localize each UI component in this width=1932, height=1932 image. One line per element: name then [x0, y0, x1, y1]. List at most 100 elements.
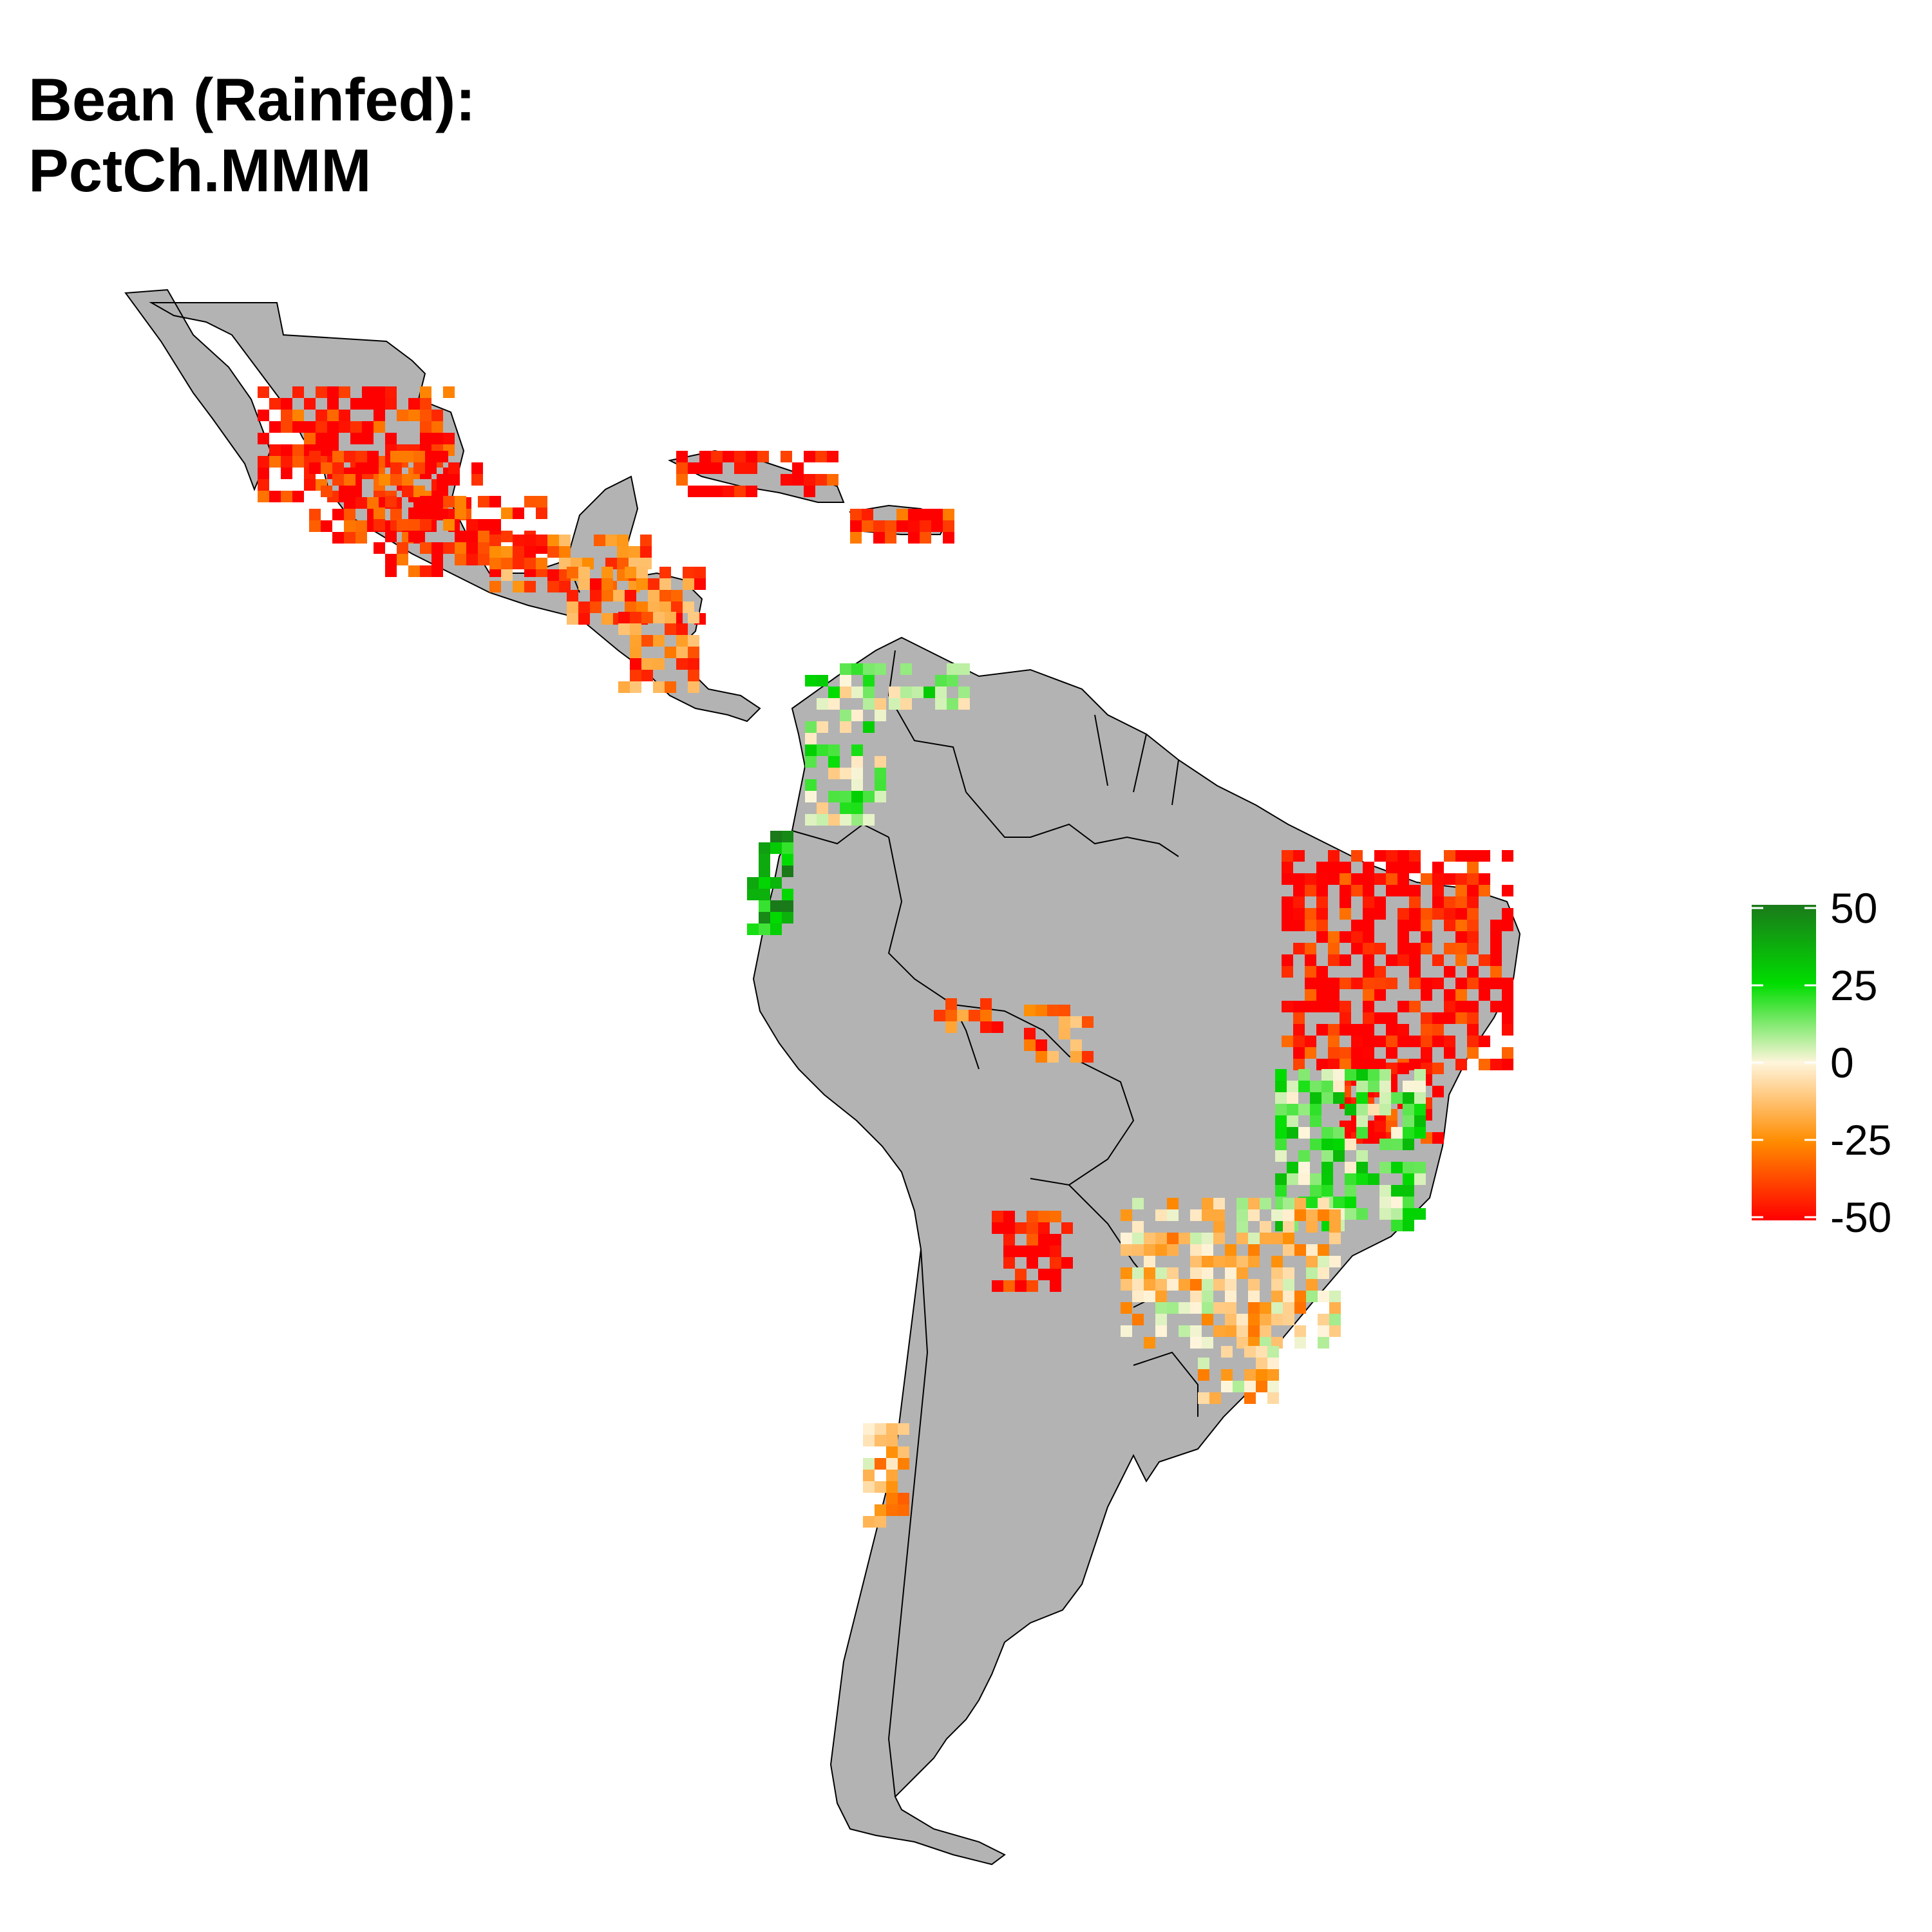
data-cell [1321, 1185, 1333, 1197]
data-cell [1190, 1279, 1202, 1291]
data-cell [1333, 1139, 1345, 1150]
data-cell [1316, 896, 1328, 908]
data-cell [344, 520, 355, 532]
data-cell [815, 451, 827, 462]
data-cell [420, 421, 431, 433]
data-cell [1282, 954, 1293, 966]
data-cell [1386, 1024, 1397, 1036]
data-cell [1421, 1036, 1432, 1047]
data-cell [747, 923, 759, 935]
data-cell [1293, 885, 1305, 896]
data-cell [1333, 1081, 1345, 1092]
data-cell [1038, 1269, 1050, 1280]
data-cell [815, 474, 827, 486]
data-cell [688, 658, 699, 670]
data-cell [1260, 1233, 1271, 1244]
data-cell [1248, 1233, 1260, 1244]
data-cell [759, 854, 770, 866]
data-cell [630, 635, 641, 647]
data-cell [659, 567, 671, 578]
data-cell [1275, 1081, 1287, 1092]
data-cell [1209, 1392, 1221, 1404]
data-cell [1027, 1280, 1038, 1292]
data-cell [886, 1493, 898, 1504]
data-cell [1351, 1036, 1363, 1047]
data-cell [747, 889, 759, 900]
data-cell [1397, 1036, 1409, 1047]
data-cell [281, 421, 292, 433]
data-cell [355, 532, 367, 544]
data-cell [1198, 1358, 1209, 1369]
data-cell [304, 398, 316, 410]
data-cell [332, 462, 344, 474]
data-cell [1271, 1302, 1283, 1314]
data-cell [1167, 1279, 1179, 1291]
data-cell [1345, 1104, 1356, 1115]
data-cell [862, 520, 873, 532]
legend-tick-label: 0 [1830, 1039, 1854, 1086]
data-cell [747, 877, 759, 889]
data-cell [688, 462, 699, 474]
data-cell [863, 687, 875, 698]
data-cell [1282, 920, 1293, 931]
data-cell [1244, 1392, 1256, 1404]
data-cell [1414, 1081, 1426, 1092]
data-cell [1340, 1059, 1351, 1070]
data-cell [1213, 1198, 1225, 1209]
data-cell [840, 802, 851, 814]
data-cell [1202, 1256, 1213, 1267]
data-cell [828, 687, 840, 698]
data-cell [969, 1010, 980, 1021]
data-cell [1036, 1051, 1047, 1063]
data-cell [258, 468, 269, 479]
data-cell [355, 497, 367, 509]
data-cell [578, 578, 590, 590]
data-cell [1282, 966, 1293, 978]
data-cell [350, 398, 362, 410]
data-cell [1271, 1337, 1283, 1349]
data-cell [1050, 1245, 1061, 1257]
data-cell [1190, 1256, 1202, 1267]
data-cell [1391, 1162, 1403, 1173]
data-cell [1363, 989, 1374, 1001]
data-cell [269, 456, 281, 468]
data-cell [327, 421, 339, 433]
data-cell [947, 698, 958, 710]
data-cell [269, 421, 281, 433]
data-cell [1321, 1173, 1333, 1185]
border-guianas [1094, 714, 1179, 806]
data-cell [327, 398, 339, 410]
data-cell [501, 558, 513, 569]
data-cell [1414, 1115, 1426, 1127]
data-cell [723, 451, 734, 462]
data-cell [1432, 1086, 1444, 1097]
data-cell [385, 433, 397, 444]
data-cell [782, 831, 793, 842]
data-cell [945, 998, 957, 1010]
data-cell [455, 531, 466, 542]
data-cell [1403, 1197, 1414, 1208]
data-cell [1167, 1302, 1179, 1314]
data-cell [1190, 1244, 1202, 1256]
data-cell [1287, 1092, 1298, 1104]
data-cell [1316, 989, 1328, 1001]
data-cell [478, 496, 489, 507]
data-cell [1479, 978, 1490, 989]
data-cell [536, 535, 547, 546]
data-cell [1409, 908, 1421, 920]
data-cell [1275, 1185, 1287, 1197]
data-cell [443, 496, 455, 507]
data-cell [817, 698, 828, 710]
data-cell [1225, 1244, 1236, 1256]
data-cell [1386, 885, 1397, 896]
data-cell [1409, 920, 1421, 931]
data-cell [1287, 1162, 1298, 1173]
data-cell [1132, 1221, 1144, 1233]
data-cell [659, 590, 671, 601]
data-cell [1298, 1127, 1310, 1139]
data-cell [501, 546, 513, 558]
data-cell [1467, 1047, 1479, 1059]
data-cell [269, 398, 281, 410]
data-cell [1467, 908, 1479, 920]
data-cell [1444, 1036, 1455, 1047]
